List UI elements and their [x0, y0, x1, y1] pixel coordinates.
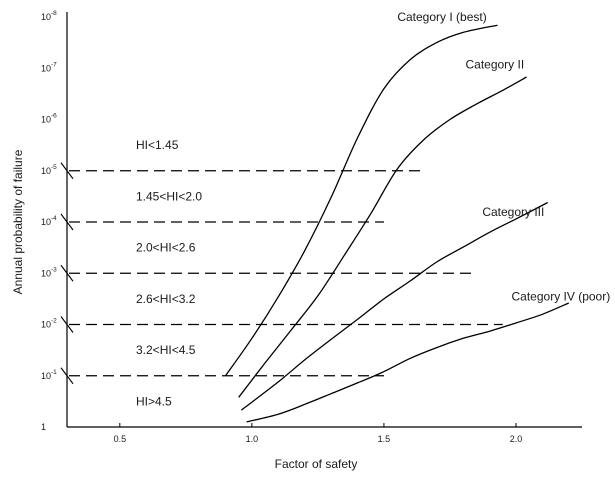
hazard-index-band-label: HI>4.5 — [136, 394, 172, 408]
y-axis-label: Annual probability of failure — [11, 149, 25, 294]
series-line-category-4 — [246, 302, 570, 423]
y-tick-base: 10 — [41, 63, 51, 73]
y-tick-exponent: -4 — [51, 215, 57, 222]
y-tick-exponent: -1 — [51, 369, 57, 376]
y-tick-base: 10 — [41, 320, 51, 330]
axis-break-mark — [60, 316, 74, 333]
y-ticks: 110-110-210-310-410-510-610-710-8 — [41, 10, 57, 432]
x-ticks: 0.5 1.0 1.5 2.0 — [114, 423, 523, 444]
hazard-index-band-label: 1.45<HI<2.0 — [136, 189, 202, 203]
y-tick-label: 10-5 — [41, 164, 57, 176]
y-tick-exponent: -7 — [51, 61, 57, 68]
y-tick-label: 1 — [41, 422, 46, 432]
y-tick-base: 10 — [41, 166, 51, 176]
curve-labels: Category I (best) Category II Category III… — [397, 10, 610, 303]
x-tick-label: 2.0 — [510, 434, 523, 444]
band-labels: HI<1.45 1.45<HI<2.0 2.0<HI<2.6 2.6<HI<3.2 3.… — [136, 138, 202, 408]
hazard-index-band-label: 2.6<HI<3.2 — [136, 292, 196, 306]
y-tick-label: 10-3 — [41, 266, 57, 278]
axis-break-mark — [60, 264, 74, 282]
axis-break-mark — [60, 213, 74, 231]
y-tick-label: 10-7 — [41, 61, 57, 73]
y-tick-base: 10 — [41, 268, 51, 278]
series-line-category-1 — [224, 24, 498, 377]
y-tick-exponent: -8 — [51, 10, 57, 17]
y-tick-exponent: -6 — [51, 113, 57, 120]
series-curves — [224, 24, 570, 423]
y-tick-exponent: -5 — [51, 164, 57, 171]
axis-break-mark — [60, 367, 74, 385]
series-label: Category IV (poor) — [512, 289, 611, 303]
y-tick-label: 10-4 — [41, 215, 57, 227]
x-tick-label: 1.0 — [246, 434, 259, 444]
y-tick-exponent: -2 — [51, 318, 57, 325]
series-line-category-3 — [240, 201, 549, 411]
y-tick-base: 10 — [41, 217, 51, 227]
y-tick-base: 10 — [41, 12, 51, 22]
y-tick-label: 10-1 — [41, 369, 57, 381]
threshold-lines — [60, 162, 503, 385]
axis-break-mark — [60, 162, 74, 180]
x-tick-label: 1.5 — [378, 434, 391, 444]
series-label: Category I (best) — [397, 10, 486, 24]
y-tick-base: 1 — [41, 422, 46, 432]
hazard-index-band-label: 3.2<HI<4.5 — [136, 343, 196, 357]
y-tick-label: 10-8 — [41, 10, 57, 22]
series-label: Category II — [465, 58, 524, 72]
y-tick-label: 10-6 — [41, 113, 57, 125]
y-tick-base: 10 — [41, 371, 51, 381]
y-tick-exponent: -3 — [51, 266, 57, 273]
y-tick-label: 10-2 — [41, 318, 57, 330]
y-tick-base: 10 — [41, 115, 51, 125]
series-line-category-2 — [238, 76, 527, 398]
hazard-index-band-label: 2.0<HI<2.6 — [136, 241, 196, 255]
hazard-index-band-label: HI<1.45 — [136, 138, 179, 152]
series-label: Category III — [482, 205, 544, 219]
x-axis-label: Factor of safety — [275, 457, 358, 471]
x-tick-label: 0.5 — [114, 434, 127, 444]
